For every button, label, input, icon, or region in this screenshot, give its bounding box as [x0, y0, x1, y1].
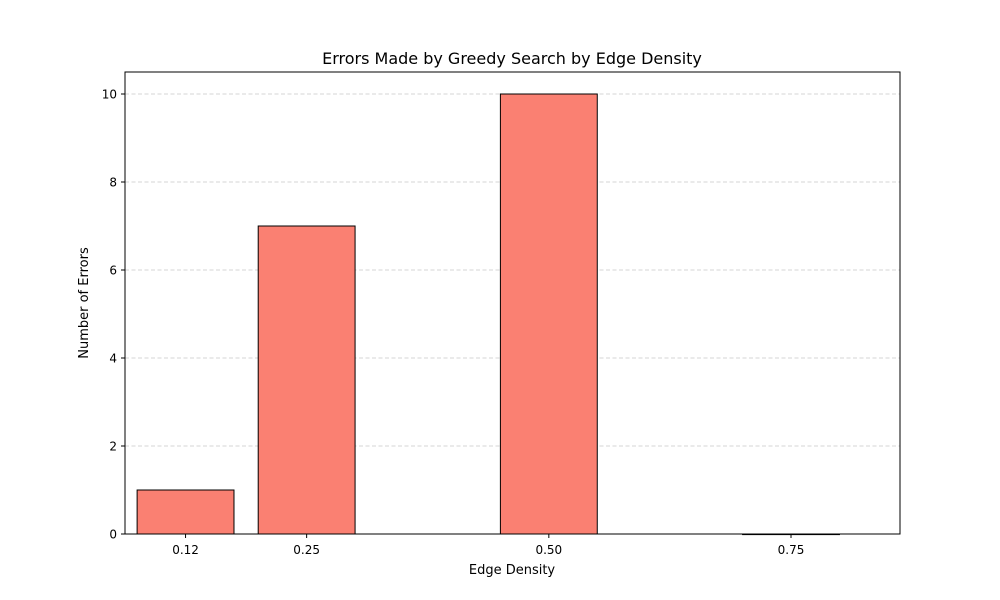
- y-tick-label: 10: [102, 88, 117, 102]
- x-ticks: 0.12 0.25 0.50 0.75: [172, 534, 804, 557]
- y-ticks: 0 2 4 6 8 10: [102, 88, 125, 542]
- x-tick-label: 0.50: [535, 543, 562, 557]
- y-tick-label: 2: [109, 440, 117, 454]
- x-tick-label: 0.12: [172, 543, 199, 557]
- bar: [499, 93, 598, 535]
- x-tick-label: 0.75: [778, 543, 805, 557]
- bar: [136, 489, 235, 535]
- y-tick-label: 8: [109, 176, 117, 190]
- y-tick-label: 0: [109, 528, 117, 542]
- y-tick-label: 4: [109, 352, 117, 366]
- bar: [257, 225, 356, 535]
- chart-title: Errors Made by Greedy Search by Edge Den…: [322, 49, 702, 68]
- y-axis-label: Number of Errors: [77, 247, 92, 359]
- bars-layer: [136, 93, 840, 536]
- x-axis-label: Edge Density: [469, 563, 556, 578]
- plot-frame: [124, 71, 901, 535]
- y-tick-label: 6: [109, 264, 117, 278]
- x-tick-label: 0.25: [293, 543, 320, 557]
